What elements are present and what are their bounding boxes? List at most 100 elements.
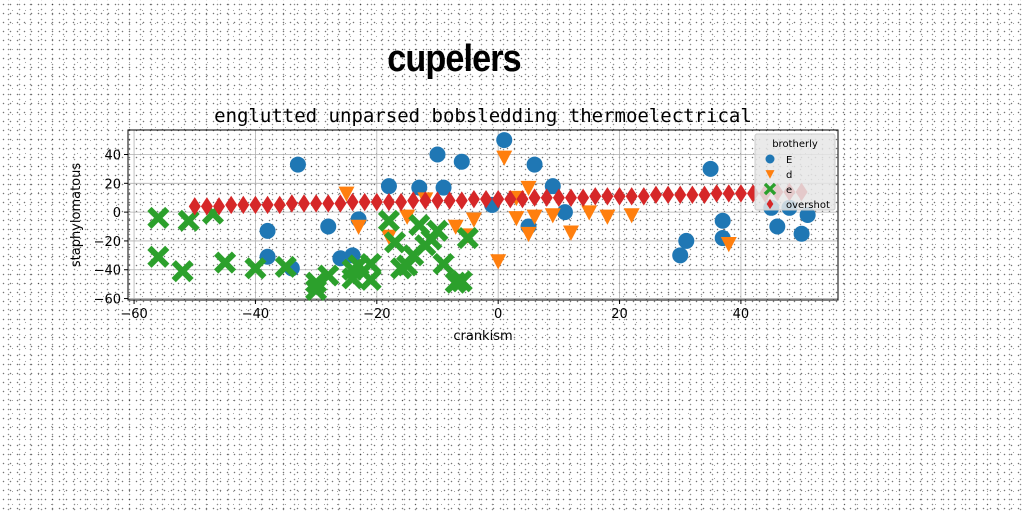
data-point [496, 150, 513, 166]
x-marker-stroke [383, 231, 407, 254]
data-point [702, 160, 719, 177]
data-point [492, 189, 505, 209]
series-d [338, 150, 737, 270]
legend-marker-overshot [766, 198, 774, 210]
x-marker-stroke [341, 267, 364, 290]
legend: brotherly Ede overshot [754, 133, 836, 211]
chart-title: englutted unparsed bobsledding thermoele… [214, 105, 752, 127]
x-marker-stroke [359, 268, 382, 291]
x-tick-label: −60 [120, 307, 147, 322]
y-tick-label: 0 [113, 206, 121, 221]
data-point [544, 208, 561, 224]
data-point [714, 212, 731, 229]
x-marker-stroke [763, 182, 777, 196]
data-point [540, 188, 553, 207]
x-marker-stroke [317, 264, 340, 287]
x-marker-stroke [377, 209, 400, 232]
data-point [520, 226, 537, 243]
x-marker-stroke [171, 260, 194, 283]
legend-label-e: e [786, 185, 792, 196]
x-tick-label: 0 [494, 307, 502, 322]
legend-marker-d [765, 170, 775, 179]
y-axis-label: staphylomatous [69, 163, 84, 268]
data-point [456, 227, 479, 250]
page-title: cupelers [387, 38, 521, 80]
data-point [273, 195, 286, 215]
data-point [429, 146, 446, 163]
series-e [147, 202, 479, 301]
data-point [200, 197, 213, 216]
data-point [395, 192, 408, 212]
x-tick-label: 40 [733, 307, 750, 322]
data-point [799, 207, 816, 223]
data-point [274, 255, 297, 278]
plot-area [127, 129, 839, 301]
x-marker-stroke [147, 206, 170, 229]
data-point [359, 252, 382, 276]
data-point [188, 197, 201, 216]
data-point [678, 232, 695, 249]
data-point [496, 132, 513, 149]
y-tick-label: 20 [104, 177, 121, 192]
data-point [528, 188, 541, 207]
data-point [411, 179, 428, 196]
y-tick-label: 40 [104, 148, 121, 163]
data-point [526, 209, 543, 225]
y-tick-label: −40 [94, 264, 121, 279]
data-point [623, 208, 640, 224]
legend-title: brotherly [772, 139, 818, 150]
grid-lines [128, 130, 838, 300]
data-point [358, 192, 371, 212]
data-point [722, 184, 735, 203]
data-point [562, 225, 579, 241]
x-tick-label: −40 [242, 307, 269, 322]
data-point [435, 179, 452, 196]
data-point [426, 219, 449, 242]
x-tick-label: −20 [363, 307, 390, 322]
data-point [450, 270, 473, 293]
data-point [147, 245, 170, 268]
x-marker-stroke [432, 252, 455, 276]
legend-marker-E [765, 154, 775, 164]
data-point [377, 209, 400, 232]
data-point [467, 189, 480, 209]
data-point [399, 209, 416, 225]
x-marker-stroke [244, 257, 267, 280]
data-point [237, 195, 250, 215]
data-point [649, 185, 662, 205]
data-point [341, 267, 364, 290]
data-point [171, 260, 194, 283]
data-marks [147, 132, 816, 301]
data-point [793, 225, 810, 242]
x-marker-stroke [426, 219, 449, 242]
series-E [259, 132, 816, 277]
data-point [370, 192, 383, 212]
data-point [526, 156, 543, 173]
data-point [261, 195, 274, 215]
data-point [552, 188, 565, 207]
legend-label-overshot: overshot [786, 200, 830, 211]
data-point [508, 211, 525, 227]
y-tick-label: −60 [94, 293, 121, 308]
data-point [734, 184, 747, 203]
data-point [285, 194, 298, 213]
data-point [455, 191, 468, 210]
data-point [465, 212, 482, 228]
data-point [504, 189, 517, 209]
data-point [350, 219, 367, 235]
data-point [686, 185, 699, 205]
x-axis-label: crankism [453, 329, 512, 344]
x-marker-stroke [408, 214, 431, 237]
data-point [322, 194, 335, 213]
x-marker-stroke [456, 227, 479, 250]
data-point [431, 191, 444, 210]
data-point [720, 237, 737, 253]
x-marker-stroke [214, 251, 237, 274]
data-point [625, 187, 638, 206]
data-point [432, 252, 455, 276]
data-point [177, 209, 200, 232]
data-point [601, 187, 614, 206]
data-point [710, 184, 723, 203]
legend-label-E: E [786, 155, 792, 166]
